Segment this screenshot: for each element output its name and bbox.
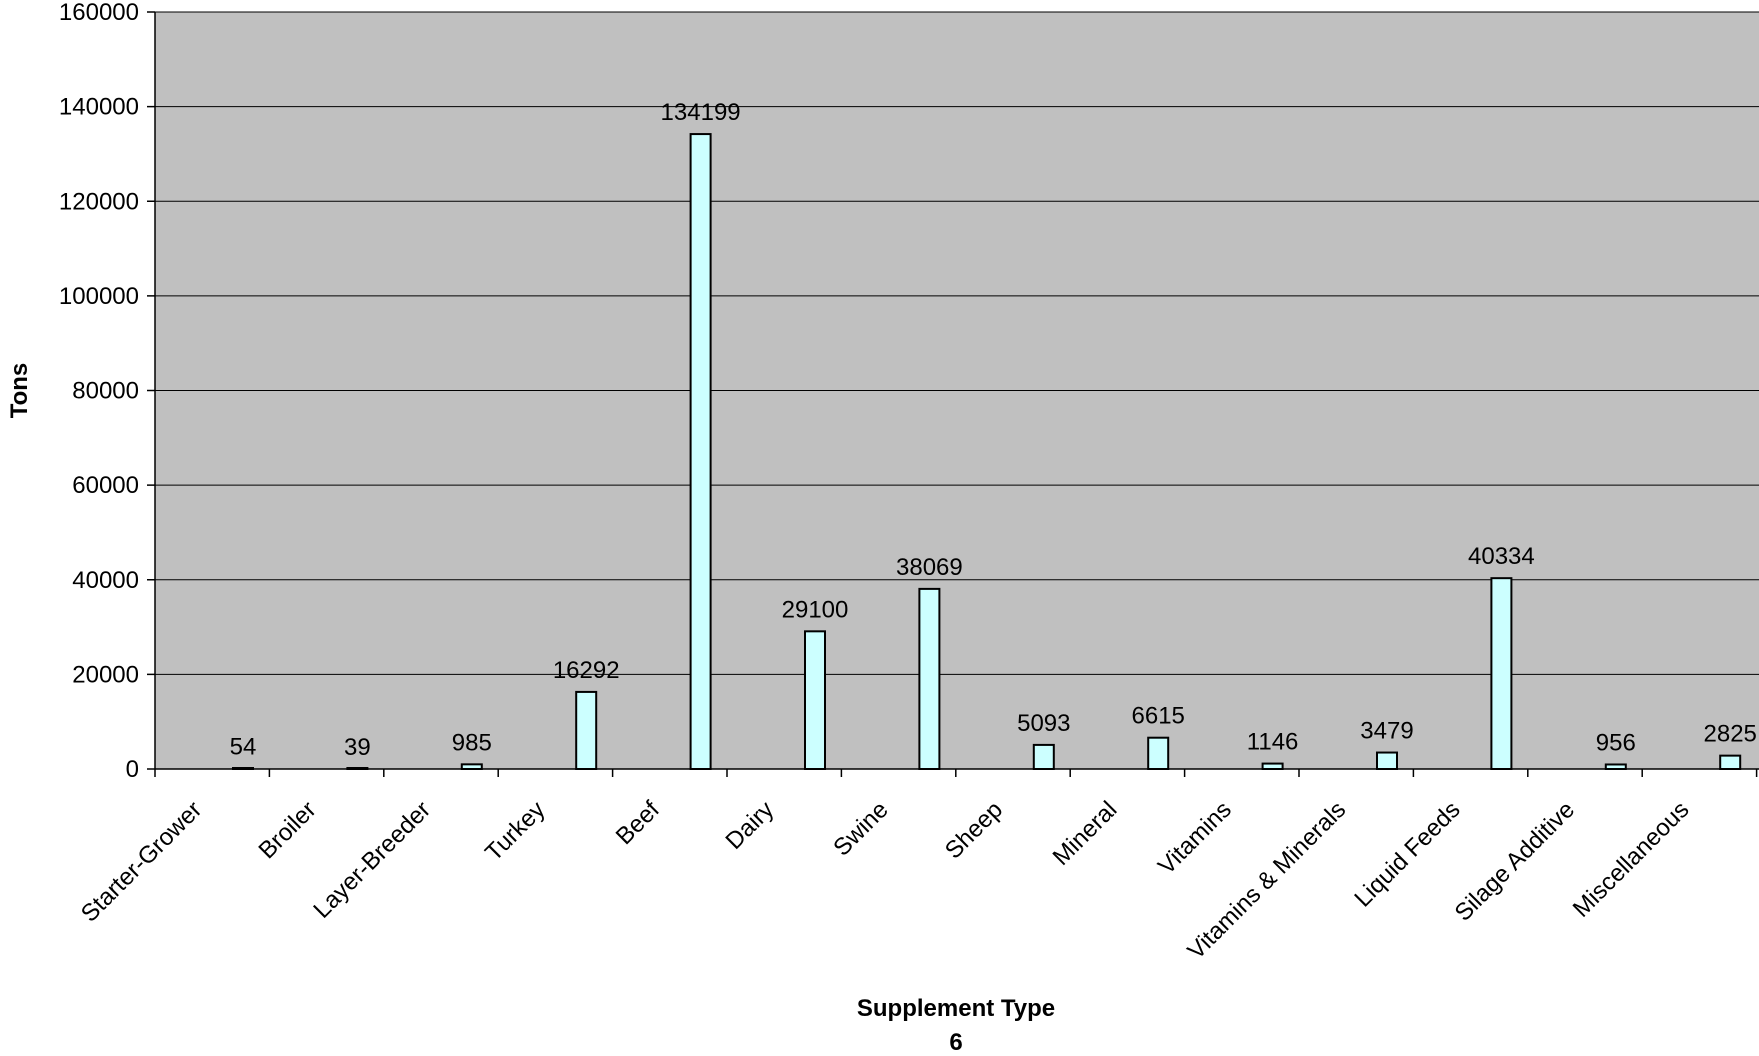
x-tick-label: Starter-Grower [76,796,207,927]
bar [918,587,941,770]
data-label: 5093 [1017,710,1070,737]
data-label: 54 [230,734,257,761]
x-axis-title: Supplement Type [857,995,1055,1022]
x-tick-label: Swine [828,796,893,861]
y-tick-label: 160000 [59,0,139,26]
data-label: 985 [452,729,492,756]
bar [1261,762,1284,771]
data-label: 2825 [1704,721,1757,748]
x-tick-label: Broiler [254,796,322,864]
x-tick-label: Beef [611,796,665,850]
bar [689,133,712,770]
data-label: 956 [1596,729,1636,756]
data-label: 38069 [896,554,963,581]
data-label: 3479 [1360,718,1413,745]
x-axis-subtitle: 6 [949,1029,962,1056]
y-tick-label: 20000 [72,661,139,688]
x-tick-label: Vitamins [1153,796,1237,880]
x-tick-label: Miscellaneous [1568,796,1695,923]
data-label: 134199 [661,99,741,126]
x-tick-label: Turkey [480,796,550,866]
x-tick-label: Layer-Breeder [308,796,436,924]
data-label: 29100 [782,596,849,623]
data-label: 16292 [553,657,620,684]
axes [147,11,1759,777]
y-tick-label: 140000 [59,94,139,121]
y-tick-label: 60000 [72,472,139,499]
bar [575,690,598,770]
x-tick-label: Sheep [940,796,1008,864]
bar [1032,743,1055,771]
bar [1376,751,1398,770]
y-tick-label: 0 [126,756,139,783]
y-tick-label: 40000 [72,567,139,594]
data-labels: 54 39 985 16292 134199 29100 38069 5093 6615 1146… [230,99,1757,761]
data-label: 40334 [1468,543,1535,570]
bar [804,630,826,770]
bar [1147,736,1170,770]
y-axis-title: Tons [6,363,33,419]
y-tick-label: 80000 [72,378,139,405]
x-tick-label: Mineral [1048,796,1123,871]
x-tick-label: Dairy [721,796,780,855]
data-label: 6615 [1132,703,1185,730]
bar [1719,754,1742,770]
x-tick-label: Silage Additive [1450,796,1580,926]
data-label: 39 [344,734,371,761]
y-tick-labels: 0 20000 40000 60000 80000 100000 120000 140000 1… [59,0,139,783]
y-tick-label: 120000 [59,188,139,215]
bar [1490,577,1513,770]
gridlines [155,11,1759,675]
data-label: 1146 [1247,729,1299,756]
y-tick-label: 100000 [59,283,139,310]
x-tick-label: Liquid Feeds [1349,796,1465,912]
